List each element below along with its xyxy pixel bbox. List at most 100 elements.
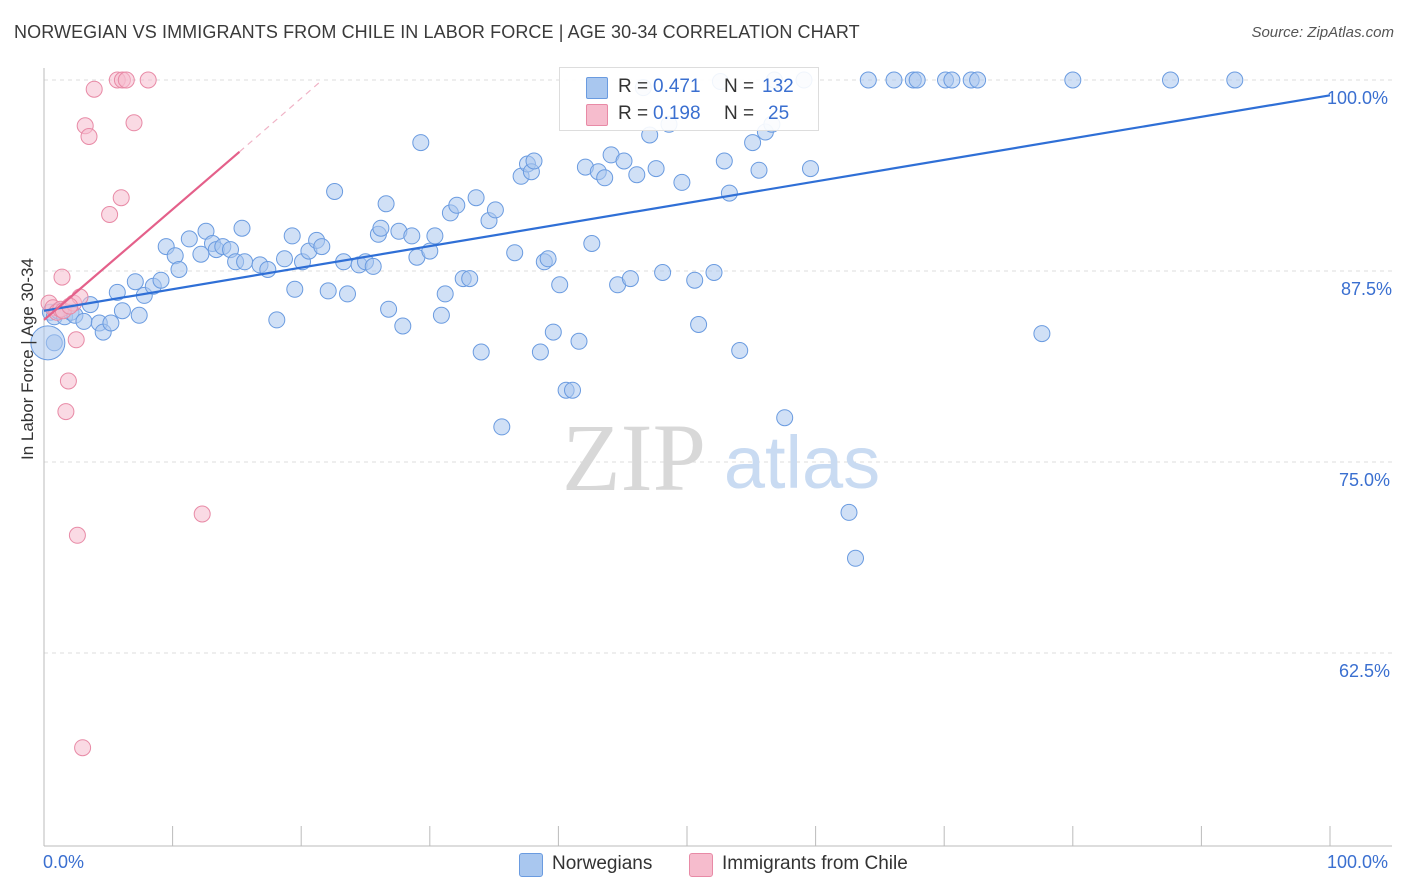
chile-point (57, 403, 75, 421)
norwegians-point (705, 264, 723, 281)
norwegians-point (180, 230, 198, 248)
y-tick-label: 100.0% (1327, 88, 1389, 108)
norwegians-point (472, 343, 490, 361)
norwegians-point (525, 152, 543, 170)
chile-point (68, 526, 86, 544)
norwegians-point (286, 280, 304, 298)
chile-point (101, 206, 119, 223)
norwegians-point (467, 189, 485, 207)
norwegians-point (276, 250, 293, 268)
norwegians-point (654, 264, 672, 281)
norwegians-point (551, 276, 569, 294)
n-value: 25 (768, 103, 790, 124)
norwegians-point (1226, 71, 1244, 89)
norwegians-cluster-point (30, 325, 66, 361)
norwegians-point (943, 71, 961, 89)
norwegians-point (690, 316, 708, 333)
norwegians-point (102, 314, 120, 332)
norwegians-point (506, 244, 524, 262)
norwegians-point (847, 549, 864, 567)
x-tick-label-min: 0.0% (43, 852, 85, 872)
norwegians-point (715, 152, 733, 170)
series-norwegians (30, 71, 1244, 567)
norwegians-point (908, 71, 926, 89)
norwegians-point (326, 183, 344, 200)
chile-point (67, 331, 85, 349)
norwegians-point (394, 317, 412, 335)
norwegians-point (412, 134, 430, 152)
norwegians-point (403, 227, 421, 245)
norwegians-point (885, 71, 903, 89)
norwegians-point (319, 282, 337, 300)
norwegians-point (539, 250, 557, 268)
norwegians-point (233, 219, 251, 237)
norwegians-point (1162, 71, 1179, 89)
norwegians-point (564, 381, 581, 399)
norwegians-point (377, 195, 395, 213)
norwegians-point (372, 219, 390, 237)
norwegians-point (152, 271, 170, 289)
norwegians-point (744, 134, 762, 152)
r-label: R = (618, 103, 649, 124)
chile-point (53, 268, 71, 286)
norwegians-point (192, 245, 210, 263)
norwegians-point (364, 257, 382, 275)
y-tick-label: 62.5% (1339, 661, 1391, 681)
blue-swatch (519, 853, 543, 877)
chile-point (85, 80, 103, 98)
norwegians-point (380, 300, 398, 318)
norwegians-point (615, 152, 633, 170)
r-value: 0.471 (653, 76, 701, 97)
norwegians-point (1064, 71, 1082, 89)
chile-point (117, 71, 135, 89)
norwegians-point (583, 235, 601, 252)
chile-trend-line (43, 150, 241, 321)
norwegians-point (969, 71, 987, 89)
y-axis-label: In Labor Force | Age 30-34 (18, 258, 37, 460)
norwegians-point (126, 273, 144, 291)
norwegians-point (448, 196, 466, 214)
norwegians-point (776, 409, 794, 427)
norwegians-point (339, 285, 356, 303)
norwegians-point (313, 238, 331, 256)
norwegians-point (493, 418, 511, 436)
norwegians-point (236, 253, 254, 271)
n-label: N = (724, 103, 755, 124)
norwegians-point (686, 271, 704, 289)
n-value: 132 (762, 76, 794, 97)
norwegians-trend-line (43, 94, 1331, 312)
norwegians-point (720, 184, 738, 202)
y-tick-label: 87.5% (1341, 279, 1393, 299)
norwegians-point (750, 161, 768, 179)
norwegians-point (170, 261, 188, 278)
norwegians-point (461, 270, 479, 288)
norwegians-point (268, 311, 286, 329)
norwegians-point (628, 166, 646, 184)
axes (43, 68, 1392, 847)
chile-point (139, 71, 157, 89)
norwegians-point (436, 285, 454, 303)
norwegians-point (647, 160, 665, 178)
watermark-zip: ZIP (562, 404, 706, 511)
norwegians-point (531, 343, 549, 361)
norwegians-point (544, 323, 562, 341)
norwegians-point (570, 332, 588, 350)
norwegians-point (731, 342, 749, 359)
trend-lines (43, 81, 1331, 321)
x-tick-label-max: 100.0% (1327, 852, 1389, 872)
norwegians-point (113, 302, 131, 320)
norwegians-point (486, 201, 504, 219)
norwegians-point (432, 306, 450, 324)
stats-legend: R = 0.471 N = 132 R = 0.198 N = 25 (559, 67, 819, 131)
y-tick-label: 75.0% (1339, 470, 1391, 490)
norwegians-point (673, 173, 691, 191)
chile-point (125, 114, 143, 132)
chile-point (193, 505, 211, 523)
norwegians-point (130, 306, 148, 324)
norwegians-point (426, 227, 444, 245)
watermark-atlas: atlas (724, 421, 880, 504)
r-label: R = (618, 76, 649, 97)
legend-label: Immigrants from Chile (722, 853, 908, 874)
legend-label: Norwegians (552, 853, 653, 874)
